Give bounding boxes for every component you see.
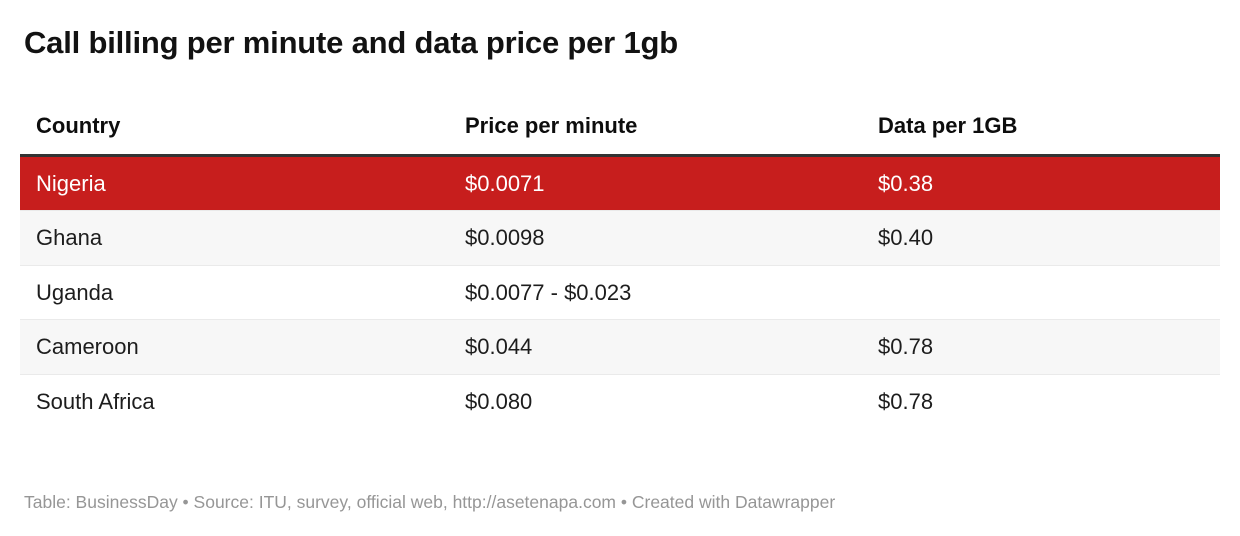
price-per-minute-cell: $0.080 [465,388,533,414]
data-per-1gb-cell: $0.78 [878,334,934,360]
table-header: Country Price per minute Data per 1GB [20,100,1220,157]
table-row-uganda: Uganda $0.0077 - $0.023 [20,265,1220,320]
footer-credit: Table: BusinessDay • Source: ITU, survey… [24,492,836,513]
table-row-south-africa: South Africa $0.080 $0.78 [20,374,1220,428]
data-per-1gb-cell [862,265,1220,320]
column-header-country: Country [20,100,449,157]
table-row-nigeria: Nigeria $0.0071 $0.38 [20,155,1220,211]
data-per-1gb-cell: $0.38 [878,170,934,196]
price-per-minute-cell: $0.0071 [465,170,545,196]
country-cell: Ghana [36,225,103,251]
country-cell: Uganda [36,279,114,305]
country-cell: Cameroon [36,334,139,360]
price-per-minute-cell: $0.0098 [465,225,545,251]
country-cell: Nigeria [36,170,106,196]
header-row: Country Price per minute Data per 1GB [20,100,1220,157]
country-cell: South Africa [36,388,155,414]
page-title: Call billing per minute and data price p… [24,25,678,60]
billing-table: Country Price per minute Data per 1GB Ni… [20,100,1220,429]
column-header-data-per-1gb: Data per 1GB [862,100,1220,157]
price-per-minute-cell: $0.0077 - $0.023 [465,279,632,305]
column-header-price-per-minute: Price per minute [449,100,862,157]
table-row-cameroon: Cameroon $0.044 $0.78 [20,319,1220,375]
data-per-1gb-cell: $0.78 [878,388,934,414]
price-per-minute-cell: $0.044 [465,334,533,360]
data-per-1gb-cell: $0.40 [878,225,934,251]
table-row-ghana: Ghana $0.0098 $0.40 [20,210,1220,266]
